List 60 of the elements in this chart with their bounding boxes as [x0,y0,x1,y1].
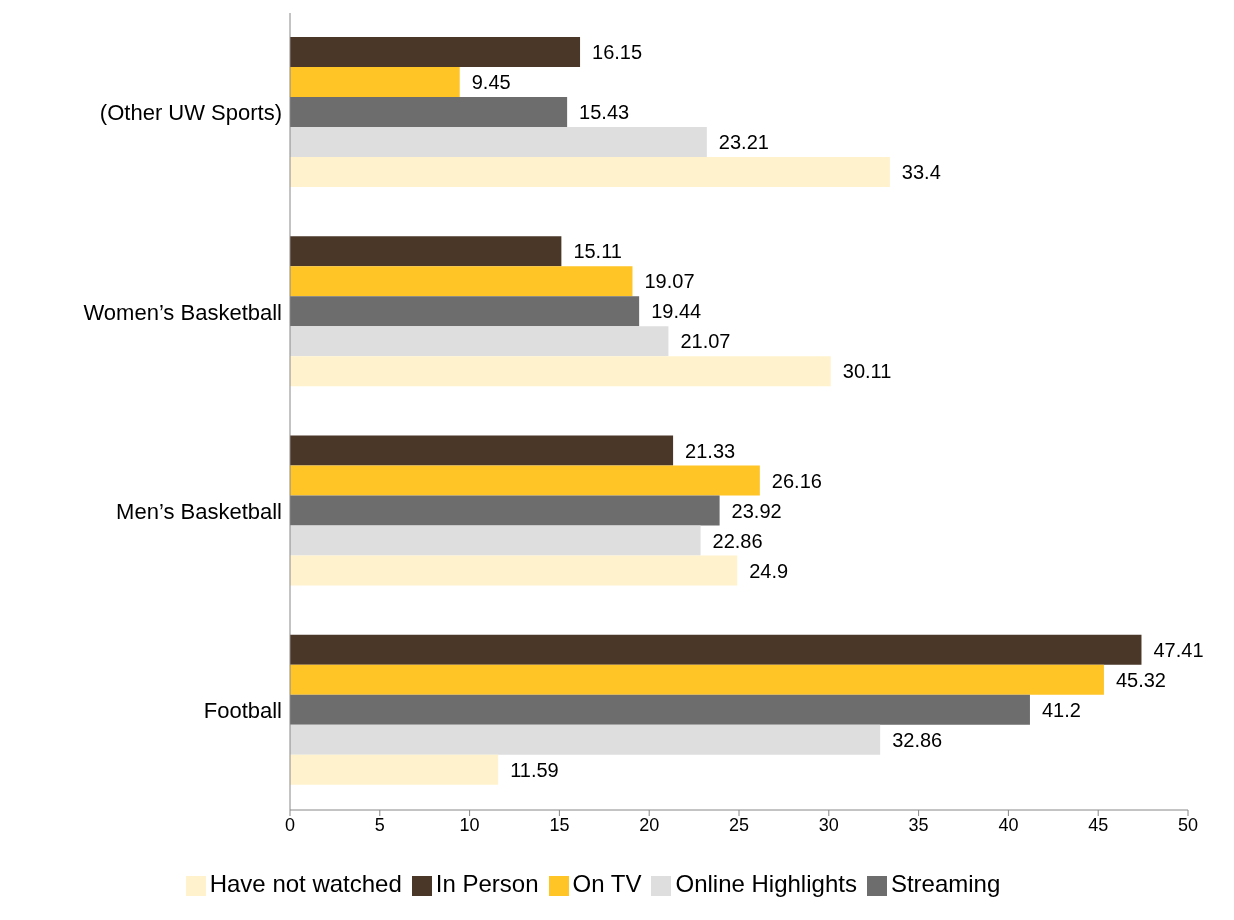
data-label: 16.15 [592,41,643,64]
bar [290,236,562,267]
x-tick-label: 0 [284,814,296,835]
data-label: 45.32 [1115,668,1167,691]
data-label: 33.4 [901,161,941,184]
data-label: 22.86 [712,529,763,552]
bar [290,465,760,496]
y-tick-label: Men’s Basketball [116,498,282,524]
bar [290,126,707,157]
x-tick-label: 35 [908,814,929,835]
data-label: 9.45 [471,71,511,94]
bar [290,525,701,556]
x-tick-label: 20 [639,814,660,835]
x-tick-label: 45 [1088,814,1109,835]
data-label: 32.86 [892,728,943,751]
legend-label: In Person [435,870,539,897]
bar [290,326,669,357]
bar [290,156,890,187]
bar [290,36,581,67]
x-tick-label: 50 [1177,814,1199,835]
data-label: 41.2 [1041,698,1081,721]
data-label: 24.9 [749,559,789,582]
bar [290,664,1104,695]
bar [290,634,1142,665]
x-tick-label: 10 [459,814,480,835]
legend-label: Have not watched [209,870,402,897]
data-label: 15.43 [579,101,630,124]
data-label: 47.41 [1153,638,1204,661]
legend-label: On TV [572,870,642,897]
bar [290,754,499,785]
x-tick-label: 40 [998,814,1019,835]
bar [290,266,633,297]
bar [290,356,831,387]
bar [290,495,720,526]
x-tick-label: 15 [549,814,570,835]
bar [290,96,568,127]
x-tick-label: 25 [728,814,750,835]
legend-label: Online Highlights [675,870,857,897]
data-label: 21.07 [680,330,731,353]
legend-label: Streaming [890,870,1001,897]
bar [290,296,640,327]
x-tick-label: 5 [374,814,385,835]
data-label: 19.07 [644,270,695,293]
y-tick-label: Football [203,698,282,724]
data-label: 26.16 [771,469,822,492]
data-label: 19.44 [651,300,702,323]
bar [290,66,460,97]
y-tick-label: (Other UW Sports) [99,100,282,126]
data-label: 21.33 [685,439,736,462]
data-label: 23.92 [731,499,782,522]
data-label: 23.21 [718,131,769,154]
bar [290,435,674,466]
data-label: 15.11 [573,240,622,263]
x-tick-label: 30 [818,814,839,835]
data-label: 30.11 [842,360,892,383]
y-tick-label: Women’s Basketball [83,299,282,325]
bar [290,694,1030,725]
data-label: 11.59 [510,758,559,781]
bar [290,724,881,755]
bar [290,555,738,586]
